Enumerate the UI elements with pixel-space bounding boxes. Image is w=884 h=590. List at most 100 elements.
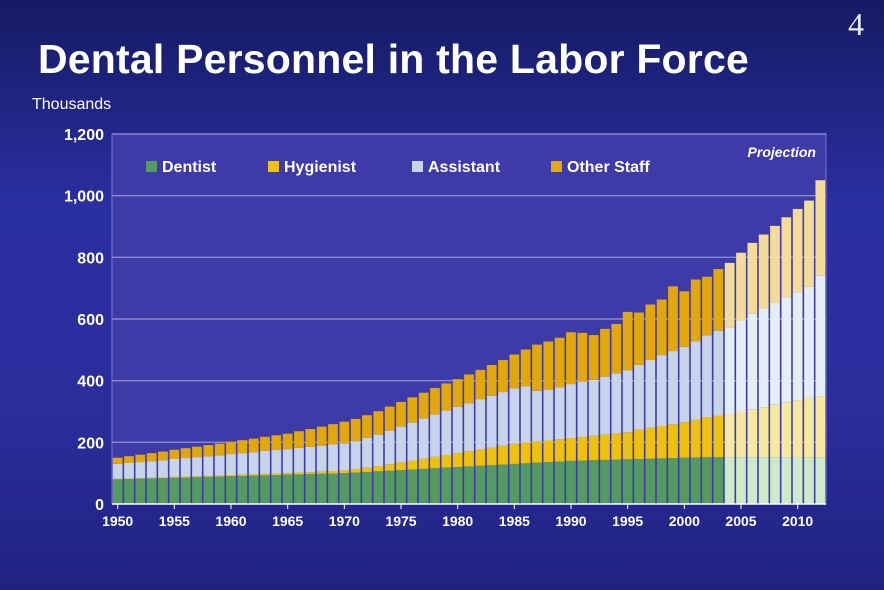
bar-hygienist-1968 [316,471,327,474]
bar-other-staff-1959 [214,443,225,456]
bar-hygienist-1992 [588,435,599,461]
bar-dentist-1972 [362,471,372,504]
bar-dentist-1969 [328,473,338,504]
bar-hygienist-2010 [792,400,803,458]
bar-assistant-2011 [804,286,814,398]
x-tick-label: 1960 [215,513,246,529]
bar-assistant-1974 [384,430,395,465]
bar-other-staff-1969 [328,424,338,445]
bar-dentist-1965 [282,474,293,504]
bar-other-staff-1956 [180,448,191,459]
bar-other-staff-1976 [407,397,418,423]
bar-assistant-1961 [237,453,248,475]
bar-hygienist-1954 [158,477,168,479]
bar-dentist-2007 [758,457,769,504]
bar-dentist-1995 [622,459,633,504]
bar-hygienist-2007 [758,407,769,458]
bar-hygienist-2001 [690,419,701,458]
bar-other-staff-1972 [362,415,372,439]
bar-dentist-1991 [577,460,588,504]
bar-dentist-1997 [645,458,656,504]
bar-assistant-2005 [736,320,746,412]
bar-assistant-1977 [418,418,429,459]
bar-other-staff-1991 [577,332,588,382]
bar-assistant-1991 [577,381,588,438]
bar-assistant-1990 [566,384,576,439]
bar-other-staff-1996 [634,312,644,365]
bar-dentist-1981 [464,466,474,504]
bar-hygienist-1969 [328,471,338,474]
legend-swatch-hygienist [268,161,279,172]
bar-assistant-1966 [294,447,304,473]
bar-dentist-1980 [452,467,463,504]
bar-other-staff-2005 [736,252,746,321]
bar-other-staff-1962 [248,438,259,453]
bar-assistant-1958 [203,456,214,476]
bar-hygienist-1997 [645,427,656,459]
bar-assistant-1964 [271,450,282,474]
bar-other-staff-1982 [475,369,486,400]
bar-dentist-2009 [781,457,792,504]
bar-other-staff-2003 [713,269,724,331]
bar-hygienist-1987 [532,441,542,463]
bar-dentist-1950 [112,479,123,504]
bar-dentist-1957 [192,477,202,504]
bar-other-staff-2004 [724,262,735,328]
bar-hygienist-1957 [192,476,202,478]
bar-assistant-1996 [634,364,644,430]
bar-dentist-1999 [668,458,678,504]
bar-assistant-1957 [192,457,202,477]
bar-hygienist-1962 [248,474,259,476]
bar-dentist-1979 [441,467,452,504]
bar-hygienist-1983 [486,447,497,466]
bar-dentist-1988 [543,462,554,504]
bar-assistant-1968 [316,445,327,472]
bar-hygienist-1993 [600,434,610,460]
bar-other-staff-1950 [112,457,123,464]
bar-hygienist-2008 [770,404,780,458]
legend: Dentist Hygienist Assistant Other Staff [146,159,650,176]
bar-assistant-1987 [532,390,542,442]
bar-other-staff-2006 [747,242,758,314]
bar-other-staff-2000 [679,291,690,347]
bar-other-staff-1984 [498,360,508,393]
bar-other-staff-2011 [804,200,814,287]
projection-annotation: Projection [748,144,816,160]
bar-hygienist-1981 [464,451,474,467]
bar-other-staff-1997 [645,304,656,361]
bar-other-staff-1964 [271,435,282,451]
x-tick-label: 1950 [102,513,133,529]
bar-hygienist-1967 [305,472,316,475]
bar-hygienist-1960 [226,475,236,477]
bar-other-staff-1981 [464,374,474,404]
bar-hygienist-1955 [169,476,180,478]
bar-hygienist-1998 [656,425,667,459]
bar-other-staff-1988 [543,341,554,390]
x-tick-label: 1990 [555,513,586,529]
slide-number: 4 [848,6,864,42]
bar-other-staff-1980 [452,379,463,407]
bar-dentist-2003 [713,457,724,504]
bar-hygienist-2004 [724,413,735,458]
bar-assistant-1985 [509,388,520,444]
bar-assistant-1989 [554,387,565,440]
bar-other-staff-1975 [396,401,406,427]
bar-other-staff-1966 [294,431,304,448]
y-tick-label: 1,000 [64,189,104,206]
bar-assistant-1952 [135,462,146,479]
slide-title: Dental Personnel in the Labor Force [38,36,749,82]
bar-other-staff-2001 [690,279,701,342]
bar-dentist-1961 [237,475,248,504]
bar-hygienist-1966 [294,472,304,475]
bar-assistant-1979 [441,410,452,455]
bar-assistant-1978 [430,414,440,457]
bar-dentist-1982 [475,465,486,504]
bar-dentist-1954 [158,478,168,504]
bar-other-staff-1960 [226,441,236,455]
bar-dentist-2012 [815,457,826,504]
bar-hygienist-1986 [520,442,531,464]
x-axis: 1950 1955 1960 1965 1970 1975 1980 1985 1990 1995… [102,503,826,529]
y-tick-label: 400 [77,374,104,391]
bar-hygienist-1989 [554,439,565,462]
legend-swatch-dentist [146,161,157,172]
